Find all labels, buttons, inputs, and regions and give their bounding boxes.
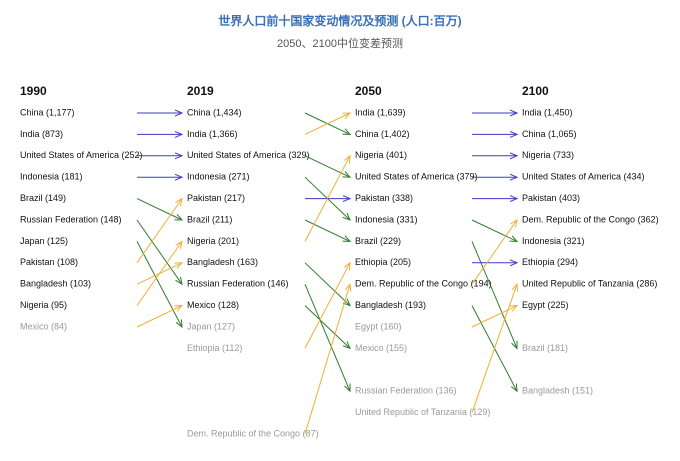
rank-arrow — [136, 199, 182, 264]
country-entry: Japan (127) — [187, 321, 235, 331]
column-year: 2019 — [187, 84, 214, 98]
country-entry: United Republic of Tanzania (286) — [522, 279, 657, 289]
rank-arrow — [304, 113, 350, 135]
rank-arrow — [136, 198, 182, 220]
country-entry: Dem. Republic of the Congo (194) — [355, 279, 492, 289]
country-entry: Indonesia (331) — [355, 214, 418, 224]
rank-arrow — [304, 156, 350, 242]
country-entry: United States of America (379) — [355, 172, 478, 182]
country-entry: Egypt (225) — [522, 300, 569, 310]
country-entry: Nigeria (95) — [20, 300, 67, 310]
country-entry: India (1,450) — [522, 107, 573, 117]
rank-arrow — [304, 219, 350, 241]
country-entry: China (1,065) — [522, 129, 577, 139]
title: 世界人口前十国家变动情况及预测 (人口:百万) — [218, 13, 461, 28]
country-entry: Brazil (149) — [20, 193, 66, 203]
country-entry: Egypt (160) — [355, 321, 402, 331]
country-entry: United States of America (329) — [187, 150, 310, 160]
country-entry: China (1,177) — [20, 107, 75, 117]
country-entry: Russian Federation (136) — [355, 386, 457, 396]
column-year: 1990 — [20, 84, 47, 98]
country-entry: Indonesia (271) — [187, 172, 250, 182]
country-entry: China (1,402) — [355, 129, 410, 139]
rank-arrow — [471, 284, 517, 413]
country-entry: Bangladesh (151) — [522, 386, 593, 396]
country-entry: Mexico (128) — [187, 300, 239, 310]
country-entry: Pakistan (108) — [20, 257, 78, 267]
country-entry: Indonesia (181) — [20, 172, 83, 182]
country-entry: Russian Federation (146) — [187, 279, 289, 289]
rank-arrow — [304, 262, 350, 306]
country-entry: Pakistan (403) — [522, 193, 580, 203]
rank-arrow — [304, 155, 350, 177]
country-entry: Brazil (181) — [522, 343, 568, 353]
country-entry: Russian Federation (148) — [20, 214, 122, 224]
rank-arrow — [136, 241, 182, 327]
country-entry: Pakistan (217) — [187, 193, 245, 203]
country-entry: Mexico (155) — [355, 343, 407, 353]
country-entry: Nigeria (733) — [522, 150, 574, 160]
rank-arrow — [471, 219, 517, 241]
country-entry: India (873) — [20, 129, 63, 139]
country-entry: United States of America (252) — [20, 150, 143, 160]
country-entry: Dem. Republic of the Congo (362) — [522, 214, 659, 224]
rank-arrow — [136, 219, 182, 284]
country-entry: Bangladesh (103) — [20, 279, 91, 289]
country-entry: China (1,434) — [187, 107, 242, 117]
country-entry: Japan (125) — [20, 236, 68, 246]
country-entry: India (1,366) — [187, 129, 238, 139]
country-entry: Bangladesh (193) — [355, 300, 426, 310]
country-entry: Ethiopia (112) — [187, 343, 242, 353]
country-entry: United States of America (434) — [522, 172, 645, 182]
country-entry: Ethiopia (205) — [355, 257, 411, 267]
country-entry: Ethiopia (294) — [522, 257, 578, 267]
rank-arrow — [304, 305, 350, 349]
country-entry: Brazil (211) — [187, 214, 232, 224]
country-entry: United Republic of Tanzania (129) — [355, 407, 490, 417]
country-entry: Indonesia (321) — [522, 236, 585, 246]
rank-arrow — [304, 284, 350, 435]
country-entry: Bangladesh (163) — [187, 257, 258, 267]
country-entry: Nigeria (401) — [355, 150, 407, 160]
country-entry: Mexico (84) — [20, 321, 67, 331]
subtitle: 2050、2100中位变差预测 — [277, 36, 403, 50]
rank-arrow — [136, 241, 182, 306]
rank-arrow — [304, 284, 350, 391]
country-entry: Nigeria (201) — [187, 236, 239, 246]
country-entry: India (1,639) — [355, 107, 406, 117]
rank-arrow — [471, 306, 517, 328]
country-entry: Brazil (229) — [355, 236, 401, 246]
column-year: 2100 — [522, 84, 549, 98]
rank-arrow — [471, 220, 517, 285]
country-entry: Pakistan (338) — [355, 193, 413, 203]
rank-arrow — [471, 241, 517, 348]
rank-arrow — [304, 263, 350, 349]
column-year: 2050 — [355, 84, 382, 98]
rank-arrow — [136, 306, 182, 328]
country-entry: Dem. Republic of the Congo (87) — [187, 428, 319, 438]
